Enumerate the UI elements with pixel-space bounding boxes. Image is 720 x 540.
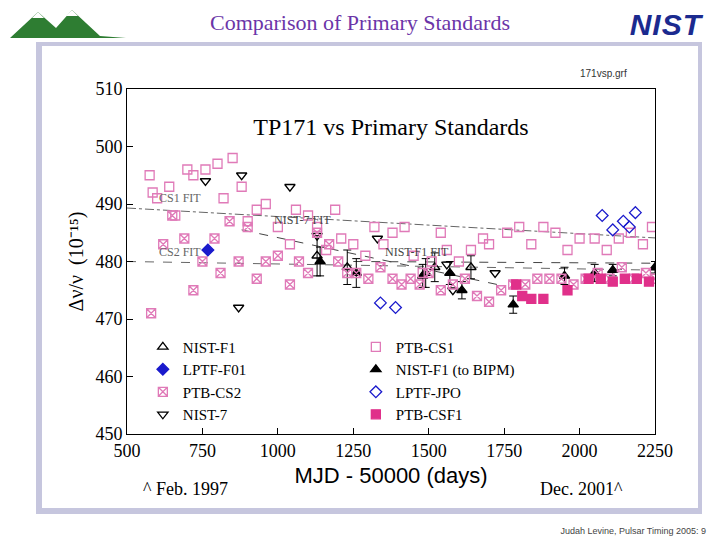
html-text:Comparison of Primary Standard: Comparison of Primary Standards xyxy=(210,10,510,35)
svg-text:450: 450 xyxy=(95,424,122,444)
svg-text:MJD - 50000 (days): MJD - 50000 (days) xyxy=(294,463,487,488)
svg-text:^ Feb. 1997: ^ Feb. 1997 xyxy=(143,479,228,499)
svg-text:Dec. 2001^: Dec. 2001^ xyxy=(540,479,623,499)
svg-text:2000: 2000 xyxy=(562,441,598,461)
svg-text:1000: 1000 xyxy=(260,441,296,461)
svg-text:PTB-CSF1: PTB-CSF1 xyxy=(396,407,463,423)
svg-text:Δν/ν (10⁻¹⁵): Δν/ν (10⁻¹⁵) xyxy=(65,212,88,312)
svg-text:480: 480 xyxy=(95,252,122,272)
svg-text:470: 470 xyxy=(95,309,122,329)
svg-text:NIST-7 FIT: NIST-7 FIT xyxy=(274,213,331,227)
svg-text:750: 750 xyxy=(189,441,216,461)
html-text:Judah Levine, Pulsar Timing 20: Judah Levine, Pulsar Timing 2005: 9 xyxy=(560,526,706,536)
svg-text:CS2 FIT: CS2 FIT xyxy=(159,245,201,259)
svg-text:500: 500 xyxy=(95,137,122,157)
svg-text:NIST-F1 FIT: NIST-F1 FIT xyxy=(385,245,449,259)
svg-text:171vsp.grf: 171vsp.grf xyxy=(580,68,627,79)
svg-text:1250: 1250 xyxy=(335,441,371,461)
svg-text:NIST-F1: NIST-F1 xyxy=(183,340,236,356)
svg-text:CS1 FIT: CS1 FIT xyxy=(159,191,201,205)
svg-text:490: 490 xyxy=(95,194,122,214)
svg-text:TP171 vs Primary Standards: TP171 vs Primary Standards xyxy=(253,114,528,140)
svg-text:LPTF-F01: LPTF-F01 xyxy=(183,362,246,378)
svg-text:500: 500 xyxy=(114,441,141,461)
svg-text:PTB-CS1: PTB-CS1 xyxy=(396,340,454,356)
svg-text:NIST-7: NIST-7 xyxy=(183,407,228,423)
svg-text:NIST-F1 (to BIPM): NIST-F1 (to BIPM) xyxy=(396,362,515,379)
svg-text:1750: 1750 xyxy=(486,441,522,461)
svg-text:LPTF-JPO: LPTF-JPO xyxy=(396,385,461,401)
html-text:NIST: NIST xyxy=(629,8,702,41)
svg-text:1500: 1500 xyxy=(411,441,447,461)
svg-text:PTB-CS2: PTB-CS2 xyxy=(183,385,241,401)
svg-text:2250: 2250 xyxy=(637,441,673,461)
svg-text:510: 510 xyxy=(95,79,122,99)
svg-text:460: 460 xyxy=(95,367,122,387)
